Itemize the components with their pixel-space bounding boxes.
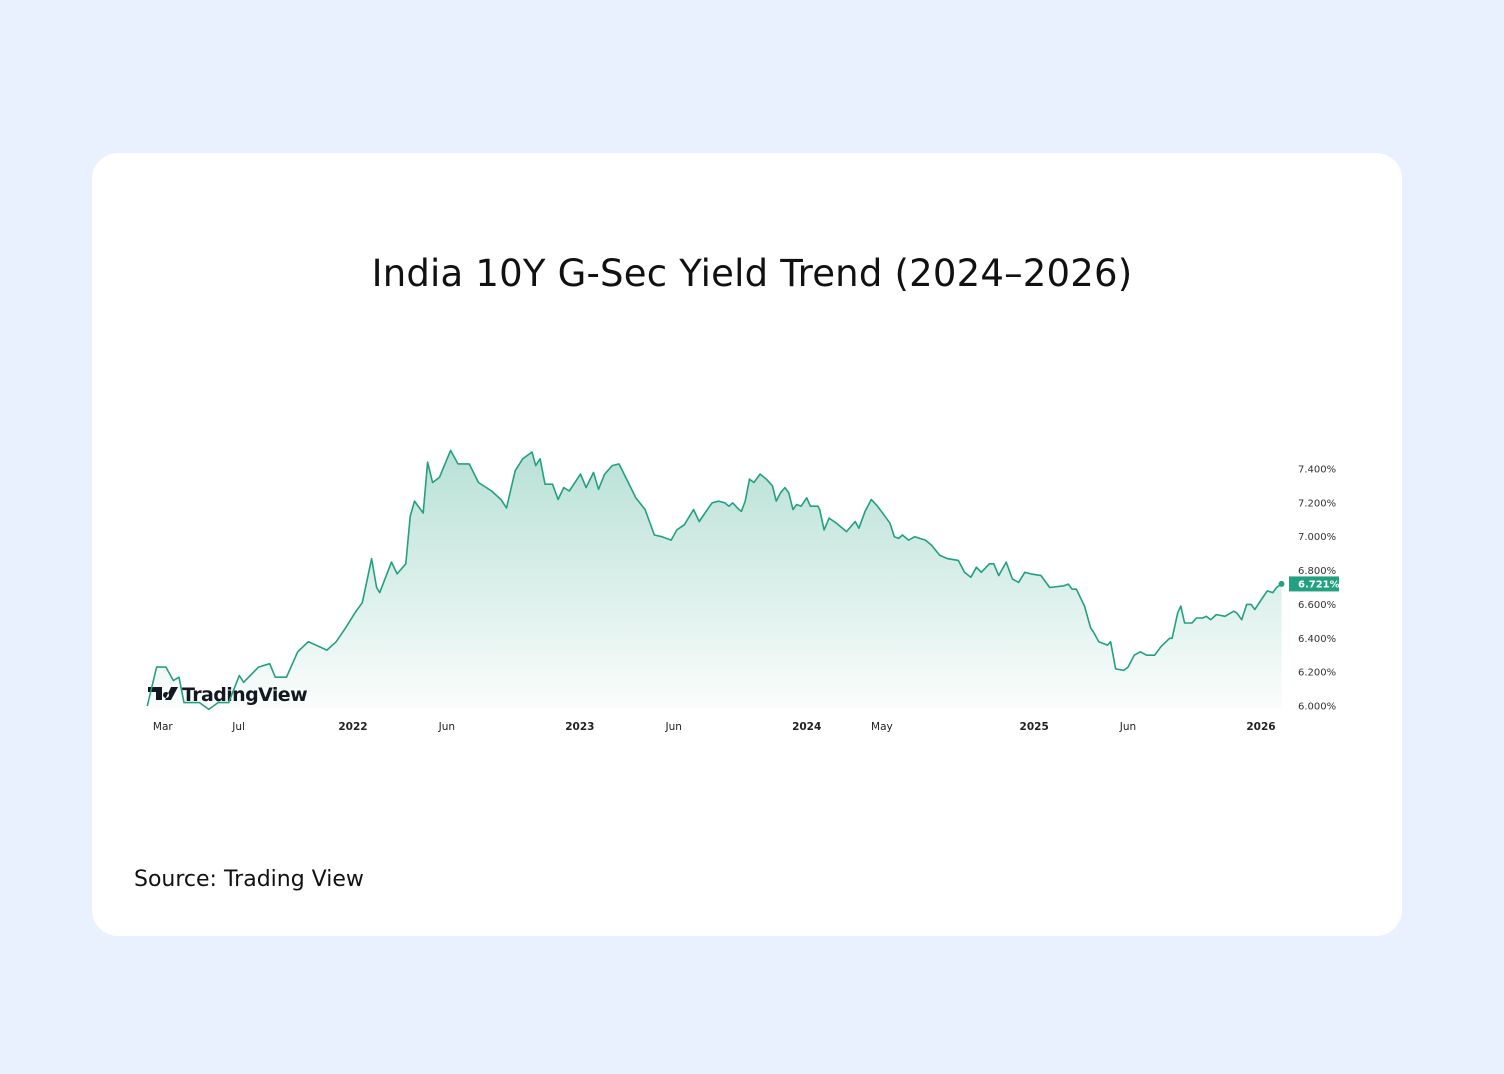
y-tick-label: 6.800% — [1298, 566, 1336, 577]
last-value-label: 6.721% — [1298, 579, 1340, 590]
y-tick-label: 7.200% — [1298, 498, 1336, 509]
y-tick-label: 6.600% — [1298, 600, 1336, 611]
last-point-marker — [1278, 580, 1285, 587]
x-tick-label: Jul — [231, 721, 245, 733]
tradingview-logo-icon — [148, 687, 178, 700]
yield-line — [146, 449, 1282, 711]
last-value-badge — [1289, 576, 1339, 592]
x-tick-label: 2023 — [565, 721, 594, 733]
x-tick-label: 2024 — [792, 721, 821, 733]
y-tick-label: 6.400% — [1298, 634, 1336, 645]
x-tick-label: Jun — [438, 721, 455, 733]
tradingview-logo-text: TradingView — [182, 684, 307, 706]
x-tick-label: 2026 — [1246, 721, 1275, 733]
x-tick-label: 2025 — [1020, 721, 1049, 733]
source-note: Source: Trading View — [134, 867, 364, 892]
tradingview-logo: TradingView — [148, 684, 308, 706]
x-tick-label: Jun — [1119, 721, 1136, 733]
y-tick-label: 6.200% — [1298, 668, 1336, 679]
x-tick-label: Mar — [153, 721, 173, 733]
x-tick-label: May — [871, 721, 893, 733]
y-tick-label: 6.000% — [1298, 702, 1336, 713]
x-tick-label: 2022 — [338, 721, 367, 733]
yield-area — [147, 450, 1282, 710]
chart-title: India 10Y G-Sec Yield Trend (2024–2026) — [371, 252, 1133, 295]
x-tick-label: Jun — [664, 721, 681, 733]
y-tick-label: 7.000% — [1298, 532, 1336, 543]
y-tick-label: 7.400% — [1298, 464, 1336, 475]
